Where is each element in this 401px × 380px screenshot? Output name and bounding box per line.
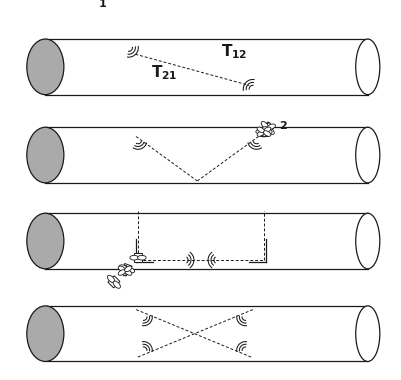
Polygon shape: [258, 127, 269, 137]
Polygon shape: [259, 127, 267, 136]
Ellipse shape: [27, 127, 64, 183]
Polygon shape: [122, 263, 132, 274]
Polygon shape: [134, 253, 142, 262]
Ellipse shape: [27, 213, 64, 269]
Polygon shape: [258, 127, 269, 137]
Ellipse shape: [266, 127, 273, 135]
Ellipse shape: [355, 213, 379, 269]
Polygon shape: [262, 123, 272, 133]
Ellipse shape: [119, 265, 127, 270]
Ellipse shape: [263, 129, 271, 134]
Ellipse shape: [267, 124, 275, 129]
Ellipse shape: [261, 122, 268, 129]
Ellipse shape: [27, 306, 64, 361]
Polygon shape: [261, 122, 273, 134]
Ellipse shape: [118, 266, 125, 272]
Ellipse shape: [27, 39, 64, 95]
Text: $\mathbf{T_{12}}$: $\mathbf{T_{12}}$: [221, 43, 247, 61]
Ellipse shape: [124, 266, 132, 272]
Ellipse shape: [126, 268, 134, 273]
Text: 1: 1: [99, 0, 106, 9]
Ellipse shape: [355, 127, 379, 183]
Ellipse shape: [263, 131, 270, 136]
Ellipse shape: [259, 127, 267, 132]
Ellipse shape: [257, 127, 264, 133]
Text: 2: 2: [278, 121, 286, 131]
Ellipse shape: [255, 129, 264, 134]
Ellipse shape: [107, 275, 114, 282]
Ellipse shape: [137, 255, 146, 260]
Ellipse shape: [113, 281, 120, 288]
Polygon shape: [107, 276, 119, 288]
Ellipse shape: [130, 255, 138, 260]
Text: $\mathbf{T_{21}}$: $\mathbf{T_{21}}$: [150, 63, 177, 82]
Ellipse shape: [355, 306, 379, 361]
Ellipse shape: [263, 127, 270, 133]
Ellipse shape: [124, 270, 132, 275]
Polygon shape: [119, 265, 130, 276]
Polygon shape: [119, 265, 130, 276]
Ellipse shape: [355, 39, 379, 95]
Ellipse shape: [118, 270, 125, 275]
Ellipse shape: [257, 131, 264, 136]
